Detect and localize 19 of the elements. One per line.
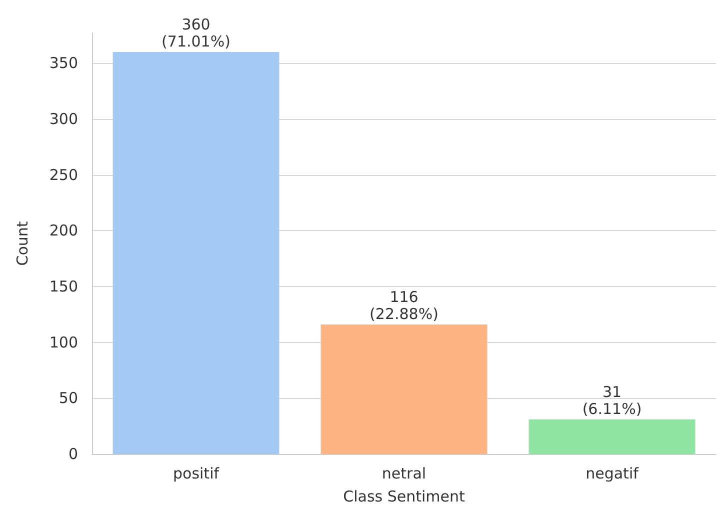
y-tick-label: 350 <box>49 54 78 72</box>
data-label: 31 (6.11%) <box>582 382 642 418</box>
data-label: 116 (22.88%) <box>370 288 438 323</box>
x-tick-label: netral <box>382 464 426 482</box>
y-tick-label: 50 <box>58 389 78 408</box>
y-tick-label: 200 <box>49 222 78 240</box>
y-tick-label: 150 <box>49 277 78 296</box>
y-axis-title: Count <box>14 221 32 266</box>
x-tick-label: negatif <box>586 464 640 482</box>
bar <box>528 419 696 454</box>
bar <box>320 324 488 454</box>
y-tick-label: 250 <box>49 166 78 184</box>
y-tick-label: 0 <box>68 445 78 463</box>
bar <box>112 52 280 454</box>
x-tick-label: positif <box>172 464 220 482</box>
y-tick-label: 300 <box>49 110 78 128</box>
x-axis-title: Class Sentiment <box>343 488 465 506</box>
data-label: 360 (71.01%) <box>162 15 230 50</box>
y-tick-label: 100 <box>49 333 78 352</box>
